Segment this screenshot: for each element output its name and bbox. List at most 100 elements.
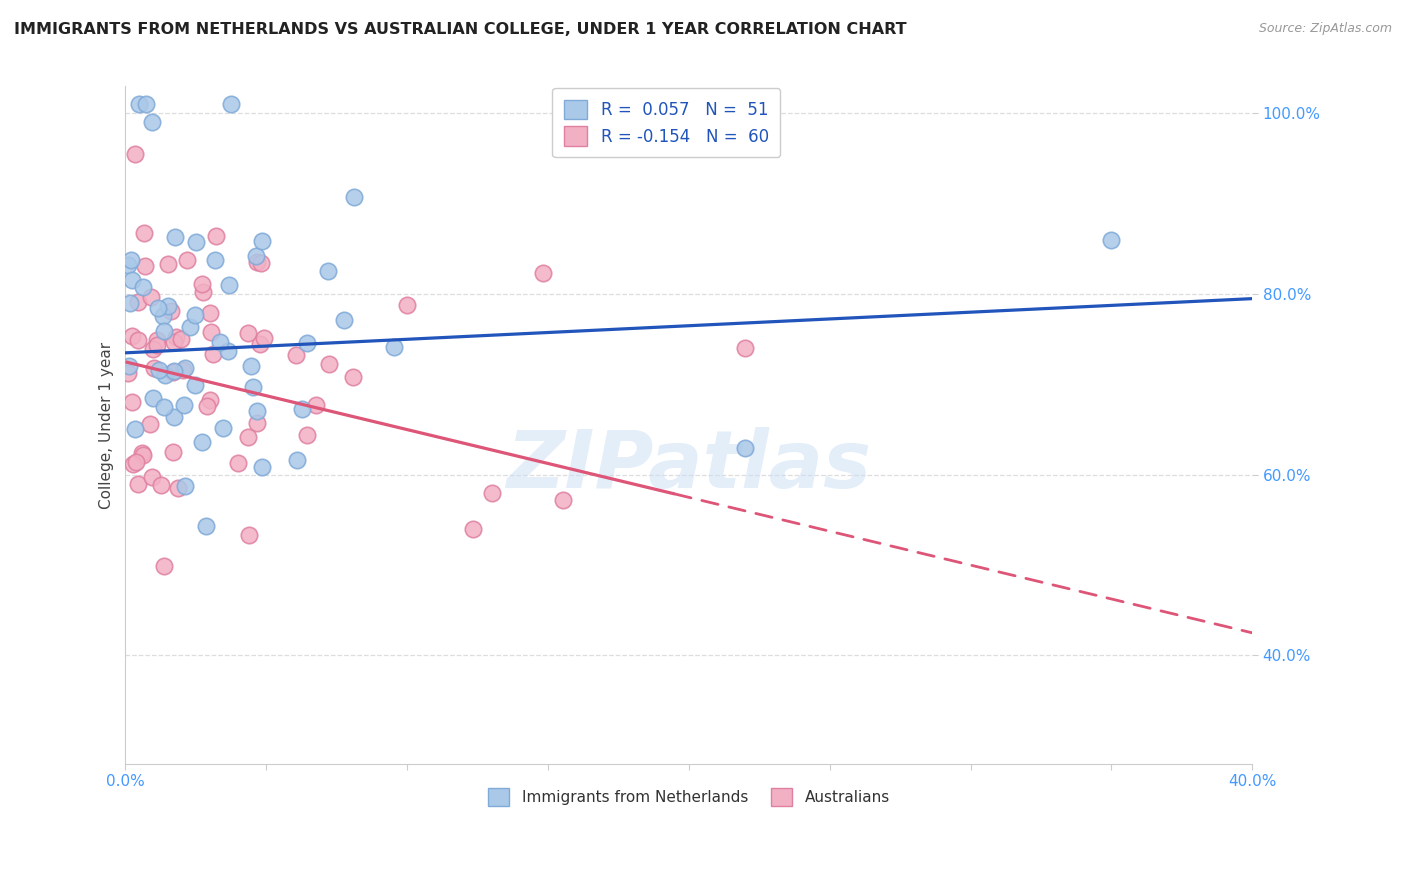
Point	[173, 361, 195, 376]
Point	[160, 304, 183, 318]
Point	[252, 460, 274, 475]
Point	[242, 380, 264, 394]
Legend: Immigrants from Netherlands, Australians: Immigrants from Netherlands, Australians	[481, 780, 897, 814]
Point	[239, 359, 262, 374]
Point	[236, 430, 259, 444]
Point	[172, 362, 194, 376]
Point	[142, 360, 165, 375]
Point	[153, 559, 176, 574]
Point	[153, 400, 176, 414]
Point	[173, 398, 195, 412]
Point	[318, 357, 340, 371]
Point	[481, 486, 503, 500]
Point	[173, 479, 195, 493]
Point	[163, 230, 186, 244]
Point	[153, 368, 176, 383]
Point	[195, 399, 218, 413]
Point	[209, 335, 232, 350]
Point	[163, 410, 186, 425]
Point	[1099, 233, 1122, 247]
Point	[134, 259, 156, 273]
Point	[204, 253, 226, 268]
Point	[125, 455, 148, 469]
Point	[117, 258, 139, 272]
Point	[179, 320, 201, 334]
Point	[205, 228, 228, 243]
Point	[285, 453, 308, 467]
Point	[291, 402, 314, 417]
Point	[163, 334, 186, 349]
Point	[141, 115, 163, 129]
Point	[162, 365, 184, 379]
Point	[198, 392, 221, 407]
Point	[531, 266, 554, 280]
Point	[249, 337, 271, 351]
Point	[184, 309, 207, 323]
Point	[318, 264, 340, 278]
Point	[124, 147, 146, 161]
Point	[131, 280, 153, 294]
Point	[128, 97, 150, 112]
Point	[139, 417, 162, 431]
Point	[127, 294, 149, 309]
Text: Source: ZipAtlas.com: Source: ZipAtlas.com	[1258, 22, 1392, 36]
Point	[146, 338, 169, 352]
Text: IMMIGRANTS FROM NETHERLANDS VS AUSTRALIAN COLLEGE, UNDER 1 YEAR CORRELATION CHAR: IMMIGRANTS FROM NETHERLANDS VS AUSTRALIA…	[14, 22, 907, 37]
Point	[295, 335, 318, 350]
Point	[226, 456, 249, 470]
Point	[127, 334, 149, 348]
Point	[142, 392, 165, 406]
Point	[165, 330, 187, 344]
Point	[149, 478, 172, 492]
Point	[218, 277, 240, 292]
Point	[120, 253, 142, 268]
Point	[121, 273, 143, 287]
Y-axis label: College, Under 1 year: College, Under 1 year	[100, 342, 114, 508]
Point	[211, 421, 233, 435]
Point	[246, 255, 269, 269]
Point	[141, 470, 163, 484]
Point	[122, 458, 145, 472]
Point	[198, 306, 221, 320]
Point	[124, 422, 146, 436]
Point	[343, 190, 366, 204]
Point	[132, 226, 155, 240]
Point	[145, 333, 167, 347]
Point	[131, 446, 153, 460]
Point	[191, 434, 214, 449]
Point	[201, 347, 224, 361]
Point	[162, 445, 184, 459]
Point	[461, 522, 484, 536]
Point	[121, 395, 143, 409]
Point	[245, 249, 267, 263]
Point	[148, 363, 170, 377]
Point	[734, 441, 756, 455]
Point	[253, 331, 276, 345]
Point	[191, 277, 214, 291]
Point	[219, 97, 242, 112]
Point	[295, 428, 318, 442]
Point	[118, 359, 141, 373]
Point	[142, 342, 165, 356]
Point	[157, 256, 180, 270]
Point	[252, 235, 274, 249]
Point	[127, 477, 149, 491]
Point	[117, 367, 139, 381]
Point	[333, 313, 356, 327]
Point	[284, 348, 307, 362]
Point	[238, 528, 260, 542]
Point	[734, 341, 756, 355]
Point	[304, 398, 326, 412]
Point	[382, 340, 405, 354]
Point	[163, 364, 186, 378]
Point	[157, 299, 180, 313]
Point	[195, 518, 218, 533]
Point	[217, 343, 239, 358]
Point	[118, 296, 141, 310]
Point	[141, 290, 163, 304]
Point	[153, 325, 176, 339]
Point	[184, 377, 207, 392]
Point	[121, 329, 143, 343]
Point	[200, 325, 222, 339]
Point	[395, 298, 418, 312]
